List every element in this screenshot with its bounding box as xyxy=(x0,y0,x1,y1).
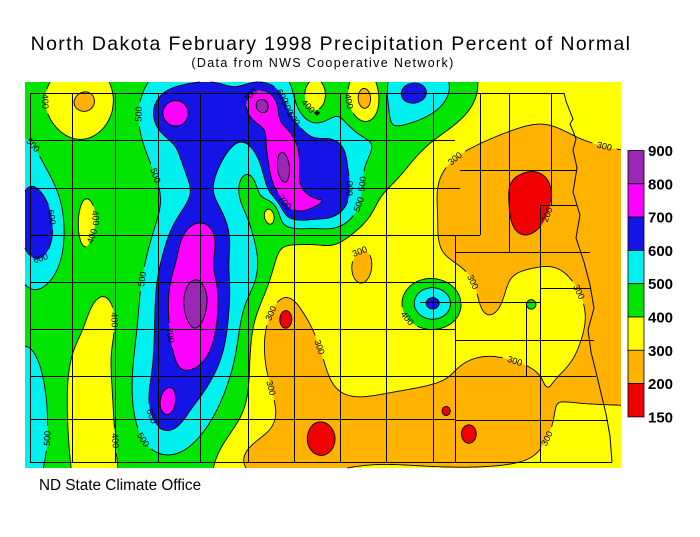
svg-text:600: 600 xyxy=(648,243,673,260)
svg-text:500: 500 xyxy=(352,196,366,214)
svg-text:300: 300 xyxy=(596,140,613,153)
svg-text:150: 150 xyxy=(648,409,673,426)
svg-text:500: 500 xyxy=(648,276,673,293)
svg-text:400: 400 xyxy=(85,227,100,245)
svg-text:500: 500 xyxy=(42,431,53,447)
svg-text:400: 400 xyxy=(40,94,51,109)
svg-text:North Dakota February 1998 Pre: North Dakota February 1998 Precipitation… xyxy=(31,33,632,55)
svg-text:900: 900 xyxy=(648,143,673,160)
svg-text:600: 600 xyxy=(32,251,49,265)
svg-text:400: 400 xyxy=(342,93,355,110)
svg-text:500: 500 xyxy=(356,176,368,192)
svg-text:600: 600 xyxy=(345,181,356,196)
svg-text:(Data from NWS Cooperative Net: (Data from NWS Cooperative Network) xyxy=(191,56,454,70)
svg-text:300: 300 xyxy=(312,338,326,355)
svg-text:800: 800 xyxy=(648,176,673,193)
svg-text:400: 400 xyxy=(110,433,121,449)
svg-text:300: 300 xyxy=(264,379,277,396)
svg-text:500: 500 xyxy=(136,271,148,287)
svg-text:300: 300 xyxy=(648,343,673,360)
svg-text:200: 200 xyxy=(648,376,673,393)
svg-text:500: 500 xyxy=(133,106,144,121)
svg-text:700: 700 xyxy=(164,327,176,343)
svg-text:700: 700 xyxy=(648,210,673,227)
svg-text:ND State Climate Office: ND State Climate Office xyxy=(39,477,201,494)
svg-text:400: 400 xyxy=(90,210,101,226)
svg-text:300: 300 xyxy=(506,354,523,368)
svg-text:600: 600 xyxy=(46,209,58,225)
svg-text:400: 400 xyxy=(109,312,120,328)
svg-text:500: 500 xyxy=(148,167,162,184)
svg-text:400: 400 xyxy=(648,310,673,327)
